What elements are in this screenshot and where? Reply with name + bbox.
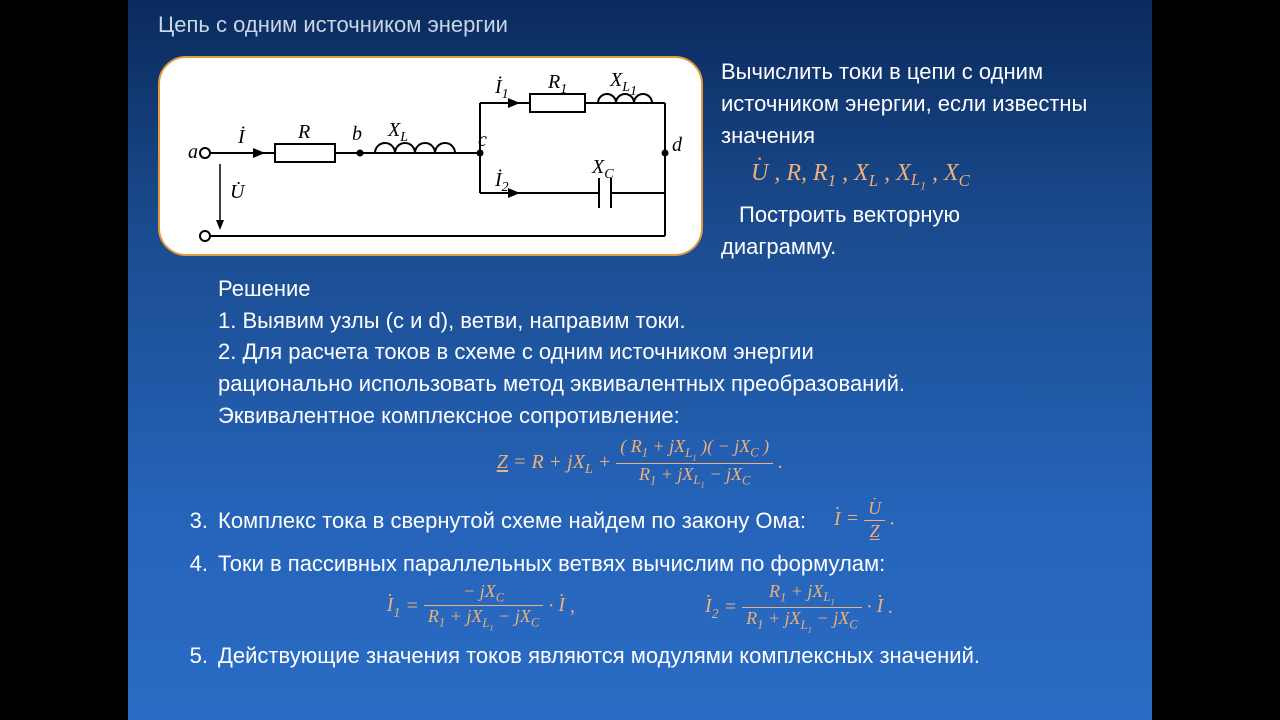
slide-title: Цепь с одним источником энергии [158,12,1122,38]
slide: Цепь с одним источником энергии [128,0,1152,720]
task-text: Вычислить токи в цепи с одним источником… [721,56,1122,263]
formula-I1: I1 = − jXC R1 + jXL1 − jXC · I , [387,581,575,635]
num-5: 5. [178,643,208,669]
task-params: U , R, R1 , XL , XL1 , XC [751,156,1122,195]
num-3: 3. [178,508,208,534]
row-5: 5. Действующие значения токов являются м… [178,643,1122,669]
task-line1: Вычислить токи в цепи с одним источником… [721,59,1087,148]
top-row: a b c d İ U̇ R XL İ1 R1 XL1 İ2 XC Вычисл… [158,56,1122,263]
task-line2b: диаграмму. [721,234,836,259]
label-I1: İ1 [494,75,509,102]
formula-I2: I2 = R1 + jXL1 R1 + jXL1 − jXC · I . [705,581,893,635]
solution-block: Решение 1. Выявим узлы (с и d), ветви, н… [218,273,1122,432]
step-4: Токи в пассивных параллельных ветвях выч… [218,551,885,577]
eq-impedance-label: Эквивалентное комплексное сопротивление: [218,400,1122,432]
circuit-svg: a b c d İ U̇ R XL İ1 R1 XL1 İ2 XC [160,58,705,258]
label-d: d [672,134,683,156]
label-a: a [188,141,198,163]
row-4: 4. Токи в пассивных параллельных ветвях … [178,551,1122,577]
step-2: 2. Для расчета токов в схеме с одним ист… [218,336,938,400]
step-1: 1. Выявим узлы (с и d), ветви, направим … [218,305,1122,337]
label-XL1: XL1 [609,69,637,99]
label-b: b [352,123,362,145]
circuit-diagram: a b c d İ U̇ R XL İ1 R1 XL1 İ2 XC [158,56,703,256]
label-U: U̇ [230,180,246,203]
formulas-I1-I2: I1 = − jXC R1 + jXL1 − jXC · I , I2 = R1… [158,581,1122,635]
task-line2a: Построить векторную [739,202,960,227]
step-3: Комплекс тока в свернутой схеме найдем п… [218,508,806,534]
label-XL: XL [387,119,408,145]
label-R: R [297,121,310,143]
label-c: c [478,129,487,151]
formula-I: I = U Z . [834,498,895,542]
label-I: İ [237,125,246,148]
row-3: 3. Комплекс тока в свернутой схеме найде… [178,498,1122,542]
solution-heading: Решение [218,273,1122,305]
num-4: 4. [178,551,208,577]
step-5: Действующие значения токов являются моду… [218,643,980,669]
formula-Z: Z = R + jXL + ( R1 + jXL1 )( − jXC ) R1 … [158,436,1122,490]
label-I2: İ2 [494,168,509,195]
label-XC: XC [591,156,614,182]
